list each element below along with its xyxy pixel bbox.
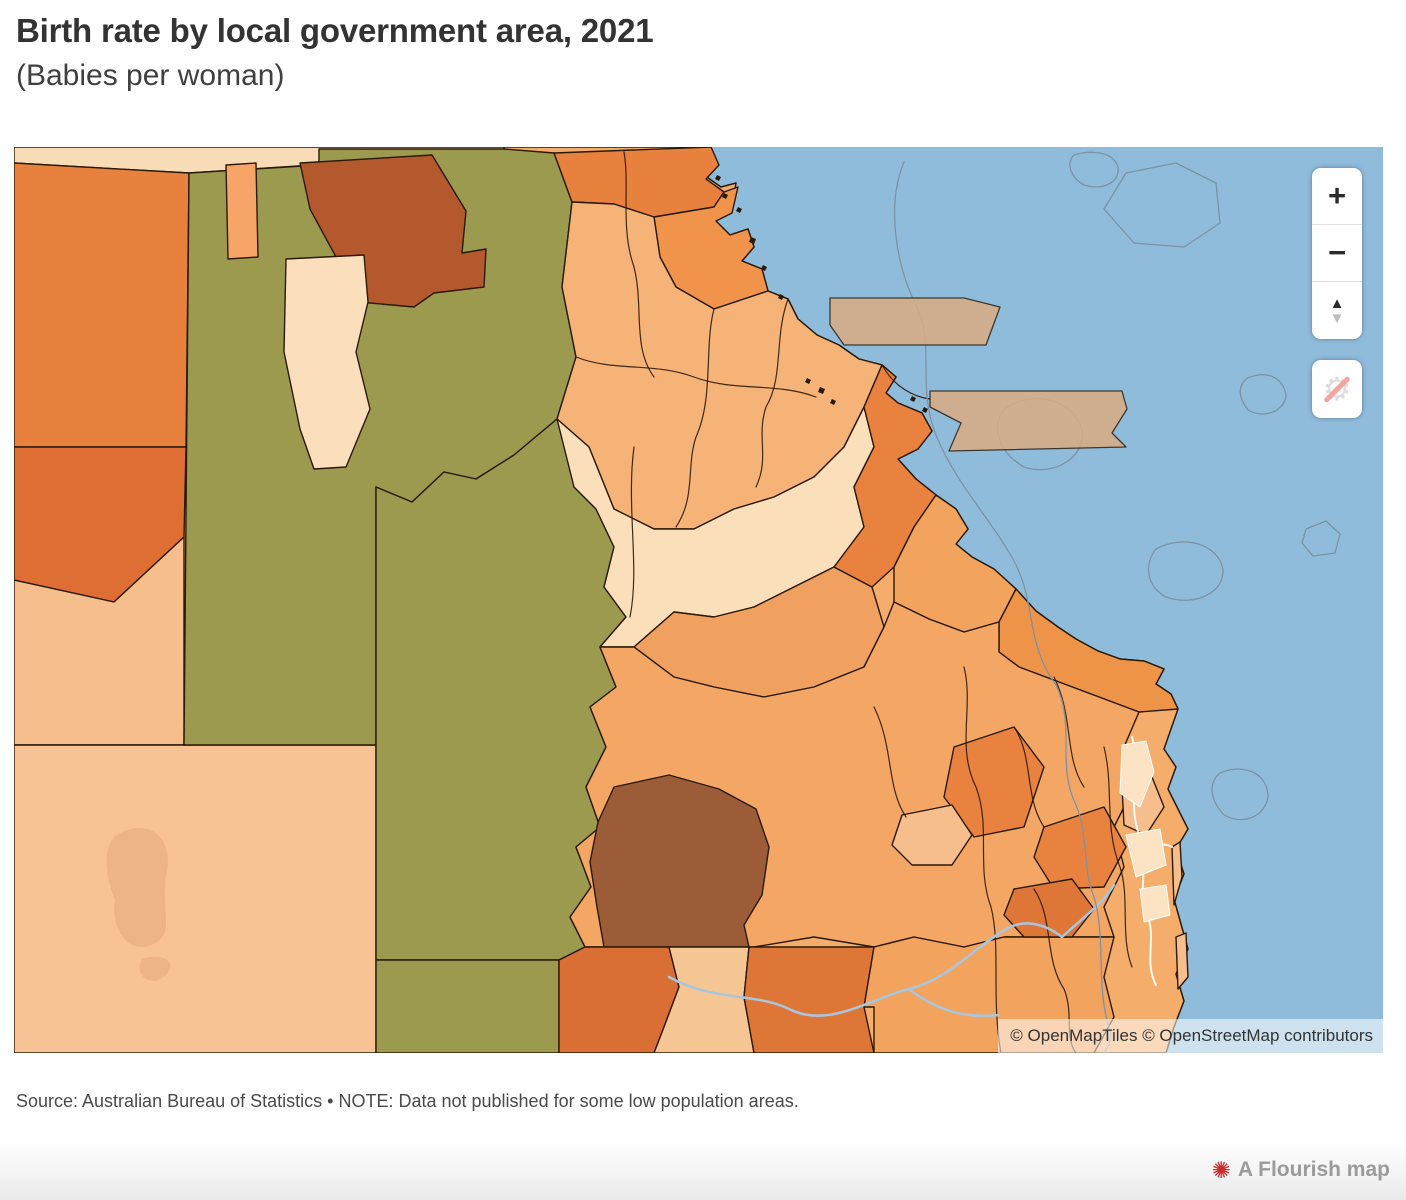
region-left-orange[interactable]	[14, 162, 190, 448]
region-olive-strip[interactable]	[375, 959, 560, 1053]
lake-blob	[106, 827, 168, 947]
region-dark-brown[interactable]	[589, 774, 770, 948]
map-zoom-controls: + − ▲ ▼	[1312, 168, 1362, 339]
pitch-control[interactable]: ▲ ▼	[1312, 282, 1362, 339]
river-1	[667, 922, 1064, 1017]
map-attribution[interactable]: © OpenMapTiles © OpenStreetMap contribut…	[998, 1019, 1383, 1053]
sea-extension-rects[interactable]	[829, 297, 1128, 452]
sea-rect-north[interactable]	[829, 297, 1001, 346]
rivers	[667, 883, 1116, 1018]
map-container[interactable]: + − ▲ ▼ ⚙ © OpenMapTiles © OpenStreetMap…	[14, 147, 1383, 1053]
header: Birth rate by local government area, 202…	[16, 12, 654, 92]
road-2	[1147, 916, 1157, 986]
river-3	[1060, 883, 1116, 939]
flourish-footer-label: A Flourish map	[1237, 1158, 1390, 1181]
region-patch-2[interactable]	[1033, 806, 1127, 890]
region-patch-4[interactable]	[891, 804, 973, 866]
lake-shapes	[106, 827, 171, 981]
region-cream-left[interactable]	[283, 254, 371, 470]
source-note: Source: Australian Bureau of Statistics …	[16, 1091, 799, 1111]
region-peach-rect[interactable]	[225, 162, 259, 260]
zoom-out-button[interactable]: −	[1312, 225, 1362, 282]
pitch-up-icon: ▲	[1329, 294, 1345, 312]
light-urban-patches	[1119, 740, 1171, 923]
river-2	[907, 987, 1001, 1018]
region-left-peach[interactable]	[14, 536, 185, 746]
pitch-down-icon: ▼	[1329, 309, 1345, 327]
lake-blob-small	[139, 956, 171, 981]
sea-rect-south[interactable]	[929, 390, 1128, 452]
lga-regions[interactable]	[14, 147, 1189, 1053]
region-island-1[interactable]	[1171, 841, 1183, 906]
islands	[715, 175, 928, 413]
reset-bearing-button[interactable]: ⚙	[1312, 360, 1362, 418]
zoom-in-button[interactable]: +	[1312, 168, 1362, 225]
flourish-footer[interactable]: ✺ A Flourish map	[0, 1140, 1406, 1200]
page-subtitle: (Babies per woman)	[16, 58, 285, 92]
map-svg[interactable]	[14, 147, 1383, 1053]
page-title: Birth rate by local government area, 202…	[16, 12, 654, 49]
region-island-2[interactable]	[1175, 932, 1189, 990]
flourish-logo-icon: ✺	[1211, 1156, 1231, 1183]
region-sa-rect[interactable]	[14, 744, 377, 1053]
